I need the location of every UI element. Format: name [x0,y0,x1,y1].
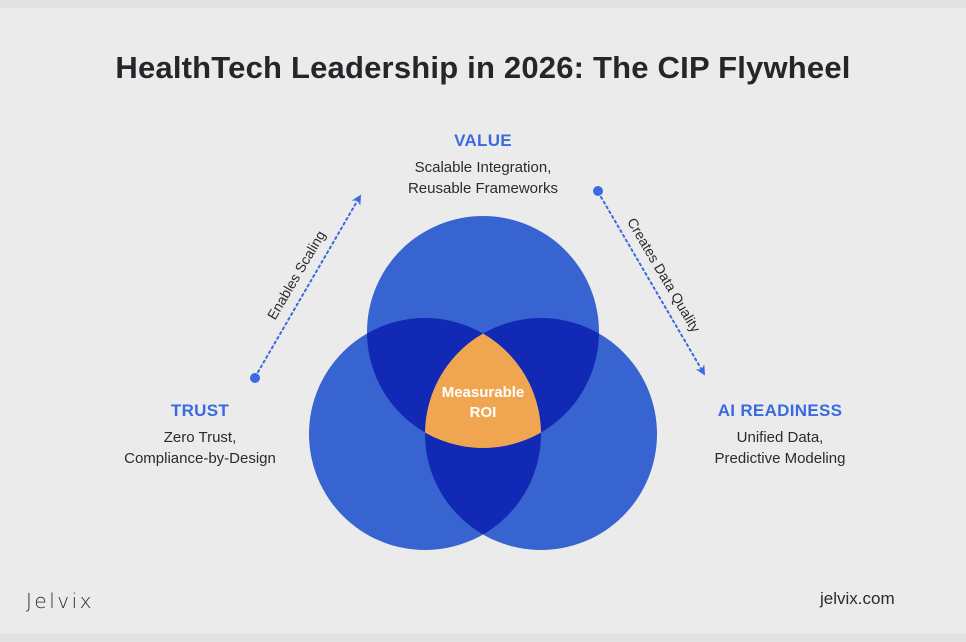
node-value-heading: VALUE [454,131,512,150]
node-value: VALUE Scalable Integration, Reusable Fra… [383,131,583,199]
overlap-center [425,318,541,448]
node-trust: TRUST Zero Trust, Compliance-by-Design [100,401,300,469]
arrow-trust-to-value [257,194,362,373]
arrow-value-to-ai [600,196,706,376]
brand-logo: Jelvix [26,589,94,613]
node-ai-description: Unified Data, Predictive Modeling [714,429,846,467]
node-ai-readiness: AI READINESS Unified Data, Predictive Mo… [665,401,895,469]
edge-start-dot-right [593,186,603,196]
edge-start-dot-left [250,373,260,383]
node-value-description: Scalable Integration, Reusable Framework… [407,159,559,197]
node-trust-heading: TRUST [170,401,230,420]
node-trust-description: Zero Trust, Compliance-by-Design [124,429,276,467]
bottom-band [0,634,966,642]
page-title: HealthTech Leadership in 2026: The CIP F… [115,50,851,85]
center-label: Measurable ROI [441,384,525,421]
top-band [0,0,966,8]
website-link[interactable]: jelvix.com [820,589,895,608]
node-ai-heading: AI READINESS [717,401,843,420]
